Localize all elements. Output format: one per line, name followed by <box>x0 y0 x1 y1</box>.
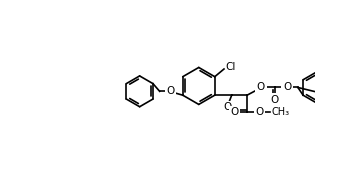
Text: O: O <box>231 107 239 117</box>
Text: Cl: Cl <box>226 63 236 72</box>
Text: O: O <box>283 82 291 93</box>
Text: CH₃: CH₃ <box>272 107 290 117</box>
Text: O: O <box>166 86 174 96</box>
Text: O: O <box>255 107 264 117</box>
Text: O: O <box>257 82 265 93</box>
Text: O: O <box>223 102 231 112</box>
Text: O: O <box>271 95 279 105</box>
